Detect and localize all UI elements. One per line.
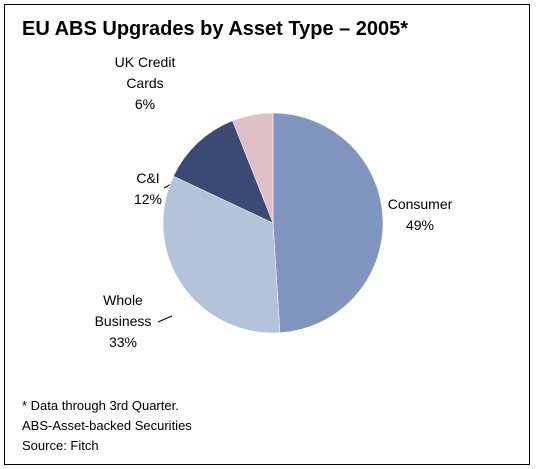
chart-frame [4,4,530,465]
leader-line [157,315,173,323]
pie-slice [272,112,384,334]
footnote: Source: Fitch [22,438,99,453]
slice-label-value: 49% [405,217,435,233]
slice-label-name: C&I [136,170,160,186]
slice-label: UK Credit Cards 6% [112,52,178,115]
slice-label-name: Consumer [387,196,453,212]
slice-label-name: Whole Business [94,292,152,329]
pie-slice [162,175,281,334]
chart-title: EU ABS Upgrades by Asset Type – 2005* [22,18,409,40]
slice-label: Consumer 49% [380,194,460,236]
pie-slice [173,120,274,224]
footnote: ABS-Asset-backed Securities [22,418,192,433]
slice-label-value: 12% [133,191,163,207]
slice-label-value: 6% [134,96,156,112]
slice-label: C&I 12% [128,168,168,210]
footnote: * Data through 3rd Quarter. [22,398,179,413]
slice-label-value: 33% [108,334,138,350]
pie-slice [232,112,274,224]
slice-label-name: UK Credit Cards [114,54,176,91]
slice-label: Whole Business 33% [90,290,156,353]
